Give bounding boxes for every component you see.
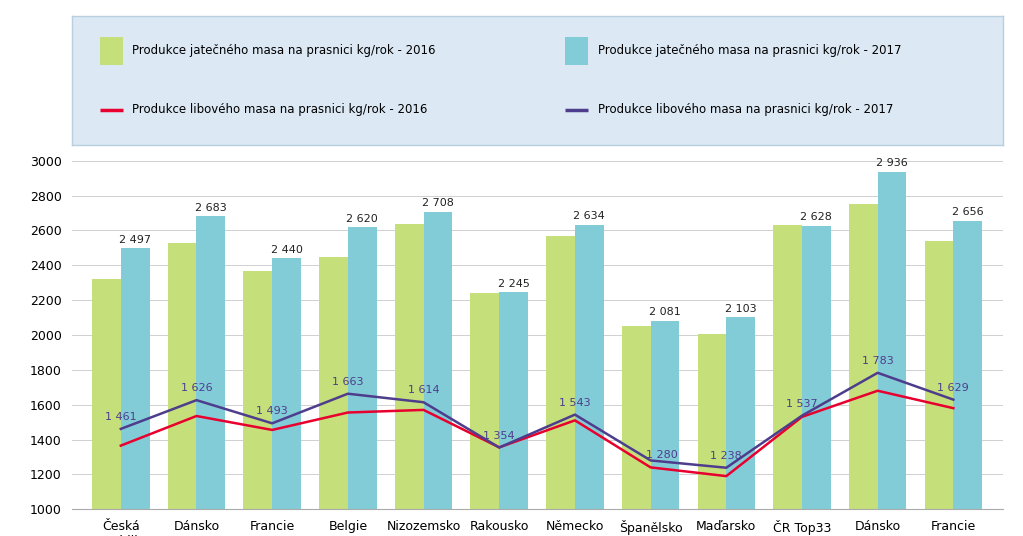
Text: Produkce libového masa na prasnici kg/rok - 2016: Produkce libového masa na prasnici kg/ro… <box>132 103 428 116</box>
FancyBboxPatch shape <box>99 36 123 65</box>
Text: 2 620: 2 620 <box>347 213 379 224</box>
Text: 2 936: 2 936 <box>876 159 908 168</box>
Bar <box>773 225 802 536</box>
Text: 2 683: 2 683 <box>195 203 227 213</box>
Text: 2 103: 2 103 <box>725 303 756 314</box>
Bar <box>348 227 376 536</box>
Text: 2 497: 2 497 <box>120 235 151 245</box>
Bar <box>726 317 755 536</box>
Bar <box>802 226 831 536</box>
Text: 1 280: 1 280 <box>647 450 678 460</box>
Text: 1 238: 1 238 <box>710 451 742 461</box>
Text: 2 081: 2 081 <box>650 308 681 317</box>
Bar <box>953 221 982 536</box>
Bar <box>168 243 196 536</box>
Text: 1 626: 1 626 <box>181 383 213 393</box>
FancyBboxPatch shape <box>565 36 588 65</box>
Bar <box>878 172 906 536</box>
Bar <box>622 326 651 536</box>
Bar <box>651 321 679 536</box>
Text: 1 663: 1 663 <box>332 377 363 387</box>
Bar <box>196 216 225 536</box>
Text: 1 537: 1 537 <box>786 399 817 408</box>
Text: 1 461: 1 461 <box>105 412 137 422</box>
Text: 2 634: 2 634 <box>574 211 606 221</box>
Text: 2 245: 2 245 <box>497 279 530 289</box>
Text: 1 629: 1 629 <box>937 383 969 393</box>
Bar <box>424 212 452 536</box>
Bar <box>121 248 149 536</box>
Bar <box>546 236 575 536</box>
Bar <box>471 293 499 536</box>
Text: 1 493: 1 493 <box>257 406 288 416</box>
Bar <box>243 271 272 536</box>
Text: 2 628: 2 628 <box>800 212 833 222</box>
Bar <box>575 225 604 536</box>
Text: 2 440: 2 440 <box>271 245 303 255</box>
Bar <box>92 279 121 536</box>
Bar <box>849 204 878 536</box>
Bar <box>395 224 424 536</box>
Text: 1 543: 1 543 <box>560 398 590 408</box>
Bar <box>319 257 348 536</box>
Text: Produkce jatečného masa na prasnici kg/rok - 2016: Produkce jatečného masa na prasnici kg/r… <box>132 44 436 57</box>
Text: 1 783: 1 783 <box>861 356 893 366</box>
Text: 1 614: 1 614 <box>408 385 439 395</box>
Text: 2 656: 2 656 <box>952 207 983 217</box>
Text: 1 354: 1 354 <box>484 430 515 441</box>
Text: 2 708: 2 708 <box>422 198 454 208</box>
Text: Produkce jatečného masa na prasnici kg/rok - 2017: Produkce jatečného masa na prasnici kg/r… <box>597 44 901 57</box>
Bar <box>272 258 301 536</box>
Bar <box>499 292 528 536</box>
Bar <box>925 241 953 536</box>
Bar <box>698 334 726 536</box>
Text: Produkce libového masa na prasnici kg/rok - 2017: Produkce libového masa na prasnici kg/ro… <box>597 103 893 116</box>
